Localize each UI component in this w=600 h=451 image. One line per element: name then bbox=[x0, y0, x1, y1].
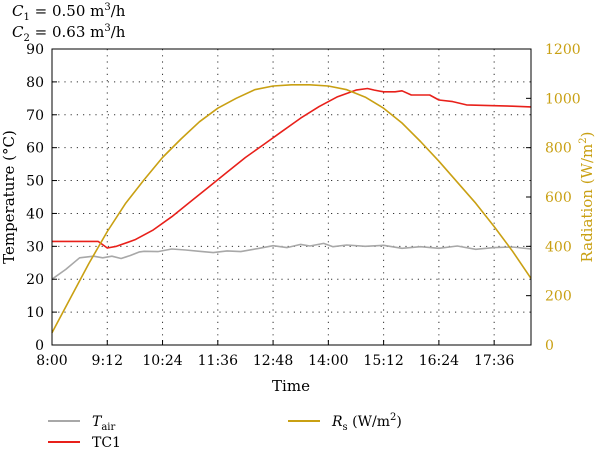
x-tick-label: 11:36 bbox=[198, 353, 238, 369]
y-tick-label: 50 bbox=[26, 174, 44, 190]
x-tick-labels: 8:00 9:12 10:24 11:36 12:48 14:00 15:12 16:24 17… bbox=[36, 353, 514, 369]
y-tick-labels: 0 10 20 30 40 50 60 70 80 90 bbox=[26, 42, 44, 354]
y2-axis-title: Radiation (W/m2) bbox=[578, 132, 596, 263]
x-axis-title: Time bbox=[272, 377, 310, 395]
series-group bbox=[51, 84, 532, 334]
tick-marks bbox=[51, 48, 531, 346]
series-rs bbox=[51, 84, 532, 334]
x-tick-label: 9:12 bbox=[92, 353, 123, 369]
y-tick-label: 10 bbox=[26, 305, 44, 321]
y-tick-label: 80 bbox=[26, 75, 44, 91]
x-tick-label: 14:00 bbox=[308, 353, 348, 369]
x-tick-label: 15:12 bbox=[363, 353, 403, 369]
plot-frame bbox=[51, 48, 532, 346]
legend-label-t-air: Tair bbox=[92, 414, 116, 433]
y2-tick-labels: 0 200 400 600 800 1000 1200 bbox=[545, 42, 581, 354]
annotation-c2: C2 = 0.63 m3/h bbox=[12, 23, 126, 44]
y2-tick-label: 1200 bbox=[545, 42, 581, 58]
grid bbox=[52, 49, 531, 345]
y2-tick-label: 800 bbox=[545, 141, 572, 157]
y-tick-label: 30 bbox=[26, 239, 44, 255]
x-tick-label: 16:24 bbox=[419, 353, 459, 369]
y-tick-label: 0 bbox=[35, 338, 44, 354]
x-tick-label: 8:00 bbox=[36, 353, 67, 369]
y2-tick-label: 200 bbox=[545, 289, 572, 305]
y2-tick-label: 1000 bbox=[545, 91, 581, 107]
series-tc1 bbox=[52, 87, 532, 249]
legend: Tair TC1 Rs (W/m2) bbox=[48, 412, 402, 451]
y2-tick-label: 600 bbox=[545, 190, 572, 206]
y2-tick-label: 0 bbox=[545, 338, 554, 354]
x-tick-label: 12:48 bbox=[253, 353, 293, 369]
y-tick-label: 60 bbox=[26, 141, 44, 157]
x-tick-label: 17:36 bbox=[474, 353, 514, 369]
legend-label-tc1: TC1 bbox=[92, 435, 121, 451]
x-tick-label: 10:24 bbox=[142, 353, 182, 369]
annotation-c1: C1 = 0.50 m3/h bbox=[12, 2, 126, 23]
y-tick-label: 40 bbox=[26, 206, 44, 222]
series-t-air bbox=[51, 242, 532, 280]
y2-tick-label: 400 bbox=[545, 239, 572, 255]
y-axis-title: Temperature (°C) bbox=[0, 130, 18, 264]
y-tick-label: 70 bbox=[26, 108, 44, 124]
y-tick-label: 90 bbox=[26, 42, 44, 58]
legend-label-rs: Rs (W/m2) bbox=[331, 412, 402, 433]
y-tick-label: 20 bbox=[26, 272, 44, 288]
